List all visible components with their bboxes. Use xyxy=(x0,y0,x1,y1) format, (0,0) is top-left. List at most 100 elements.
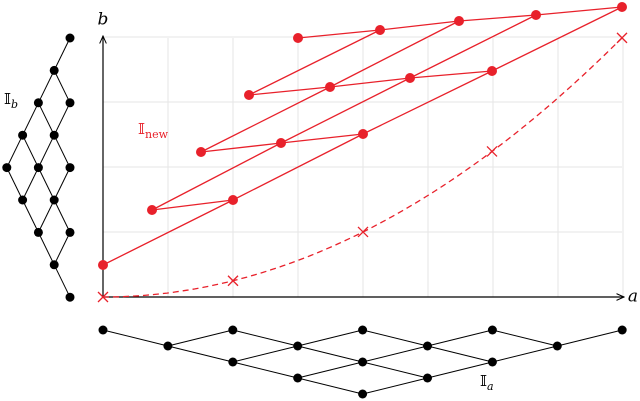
edge xyxy=(37,232,55,266)
node xyxy=(487,357,497,367)
lattice-label: 𝕀a xyxy=(480,372,494,393)
cross xyxy=(227,275,239,287)
node xyxy=(2,163,12,173)
node xyxy=(325,82,335,92)
edge xyxy=(37,70,55,104)
node xyxy=(617,325,627,335)
lattice-a xyxy=(98,325,627,399)
edge xyxy=(53,199,71,233)
edge xyxy=(280,77,411,144)
cross xyxy=(97,291,109,303)
node xyxy=(65,292,75,302)
edge xyxy=(37,134,55,168)
edge xyxy=(248,29,381,96)
edge xyxy=(22,199,39,233)
edge xyxy=(37,167,55,201)
node xyxy=(228,195,238,205)
edge xyxy=(409,14,537,79)
edge xyxy=(427,345,493,363)
edge xyxy=(6,167,24,201)
edge xyxy=(280,133,364,144)
node xyxy=(33,98,43,108)
edge xyxy=(53,232,71,266)
symbol: 𝕀 xyxy=(4,90,11,108)
edge xyxy=(492,345,558,363)
edge xyxy=(491,6,623,72)
edge xyxy=(362,361,428,379)
edge xyxy=(151,199,234,211)
edge xyxy=(53,264,71,298)
axis-label: a xyxy=(628,287,638,307)
node xyxy=(487,66,497,76)
edge xyxy=(53,134,71,168)
edge xyxy=(53,102,71,136)
subscript: new xyxy=(145,128,169,141)
symbol: 𝕀 xyxy=(138,120,145,138)
node xyxy=(98,260,108,270)
lattice-b xyxy=(2,33,75,302)
node xyxy=(276,138,286,148)
node xyxy=(49,130,59,140)
edge xyxy=(362,70,493,135)
node xyxy=(552,341,562,351)
node xyxy=(228,325,238,335)
edge xyxy=(329,77,411,88)
node xyxy=(65,227,75,237)
edge xyxy=(362,329,428,347)
edge xyxy=(37,199,55,233)
lattice-label: 𝕀new xyxy=(138,120,169,141)
node xyxy=(18,195,28,205)
node xyxy=(293,341,303,351)
node xyxy=(147,205,157,215)
edge xyxy=(297,361,363,379)
edge xyxy=(232,345,298,363)
edge xyxy=(6,134,24,168)
subscript: a xyxy=(487,380,494,393)
node xyxy=(196,147,206,157)
edge xyxy=(409,70,493,79)
edge xyxy=(329,20,460,88)
edge xyxy=(535,6,623,16)
edge xyxy=(22,102,39,136)
node xyxy=(358,357,368,367)
node xyxy=(49,65,59,75)
edge xyxy=(427,361,493,379)
edge xyxy=(557,329,623,347)
edge xyxy=(22,134,39,168)
node xyxy=(617,2,627,12)
edge xyxy=(37,102,55,136)
edge xyxy=(151,142,282,211)
edge xyxy=(53,167,71,201)
node xyxy=(18,130,28,140)
node xyxy=(33,227,43,237)
edge xyxy=(492,329,558,347)
edge xyxy=(297,377,363,395)
node xyxy=(358,389,368,399)
edge xyxy=(232,133,364,201)
node xyxy=(487,325,497,335)
edge xyxy=(102,199,234,266)
edge xyxy=(379,20,460,31)
edge xyxy=(362,377,428,395)
node xyxy=(293,373,303,383)
edge xyxy=(427,329,493,347)
node xyxy=(423,341,432,351)
edge xyxy=(297,29,381,39)
node xyxy=(358,129,368,139)
node xyxy=(293,33,303,43)
grid xyxy=(103,36,624,297)
edge xyxy=(53,37,71,71)
diagonal-curve xyxy=(97,32,628,303)
edge xyxy=(102,329,169,347)
node xyxy=(405,73,415,83)
edge xyxy=(232,361,298,379)
node xyxy=(65,98,75,108)
edge xyxy=(53,70,71,104)
node xyxy=(33,163,43,173)
node xyxy=(65,33,75,43)
cross xyxy=(616,32,628,44)
edge xyxy=(297,329,363,347)
edge xyxy=(297,345,363,363)
